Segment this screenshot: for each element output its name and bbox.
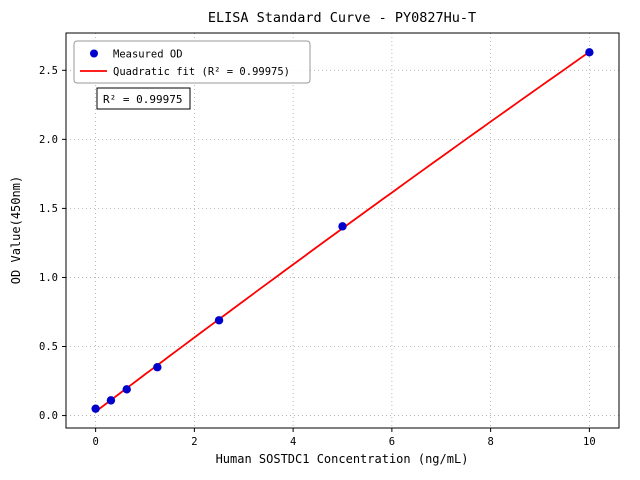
- r-squared-annotation: R² = 0.99975: [96, 87, 191, 110]
- y-tick-label: 1.5: [39, 203, 58, 215]
- y-tick-label: 2.5: [39, 65, 58, 77]
- r-squared-annotation-box: [96, 87, 191, 110]
- legend-marker-dot-icon: [90, 49, 98, 58]
- x-tick-label: 8: [487, 436, 493, 448]
- data-point: [106, 396, 116, 405]
- x-tick-label: 6: [389, 436, 395, 448]
- data-point: [214, 316, 224, 325]
- legend: Measured OD Quadratic fit (R² = 0.99975): [73, 40, 311, 84]
- plot-border: [65, 32, 620, 429]
- y-tick-label: 2.0: [39, 134, 58, 146]
- data-point: [338, 222, 347, 231]
- r-squared-annotation-text: R² = 0.99975: [103, 93, 182, 106]
- x-tick-label: 2: [191, 436, 197, 448]
- data-point: [585, 48, 594, 57]
- data-point: [122, 385, 131, 394]
- data-point: [153, 363, 162, 372]
- axes-layer: 0 2 4 6 8 10 0.0 0.5 1.0 1.5 2.0 2.5: [39, 65, 596, 448]
- grid-layer: [66, 33, 619, 428]
- x-tick-label: 0: [92, 436, 98, 448]
- x-axis-label: Human SOSTDC1 Concentration (ng/mL): [216, 452, 469, 466]
- y-tick-label: 1.0: [39, 272, 58, 284]
- legend-label-measured-od: Measured OD: [113, 49, 183, 61]
- legend-box: [73, 40, 311, 84]
- legend-label-quadratic-fit: Quadratic fit (R² = 0.99975): [113, 66, 290, 78]
- y-tick-label: 0.0: [39, 410, 58, 422]
- data-layer: [91, 48, 594, 413]
- data-point: [91, 404, 100, 413]
- x-tick-label: 4: [290, 436, 296, 448]
- y-tick-label: 0.5: [39, 341, 58, 353]
- y-axis-label: OD Value(450nm): [9, 176, 23, 284]
- x-tick-label: 10: [583, 436, 596, 448]
- chart-title: ELISA Standard Curve - PY0827Hu-T: [208, 10, 476, 26]
